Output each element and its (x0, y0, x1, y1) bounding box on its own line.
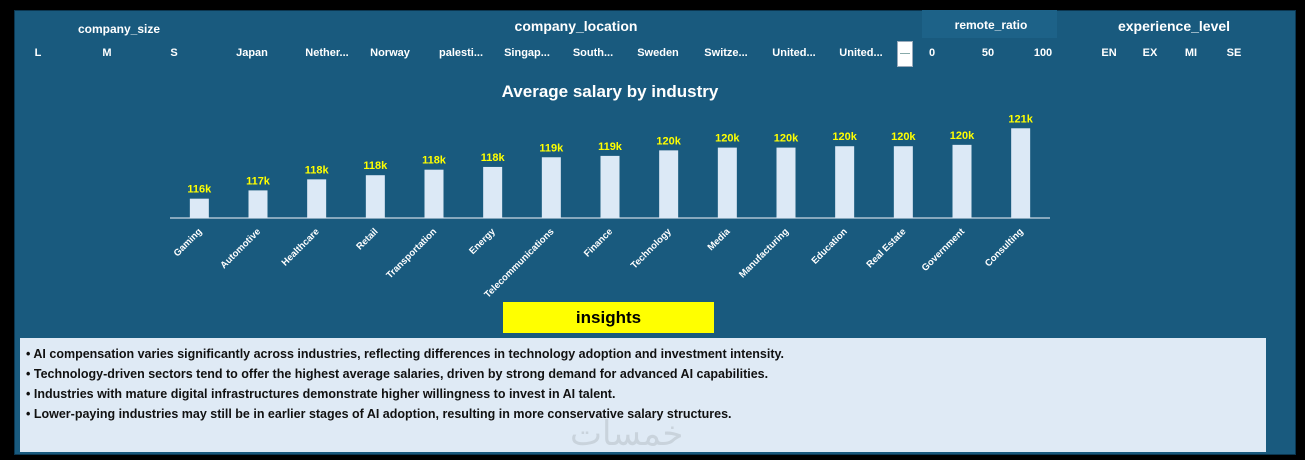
bar-transportation[interactable] (424, 169, 444, 218)
company-location-option[interactable]: United... (772, 47, 816, 59)
experience-level-option[interactable]: EN (1101, 47, 1117, 59)
data-label: 118k (363, 160, 388, 172)
data-label: 118k (481, 152, 506, 164)
x-tick-label: Gaming (172, 226, 205, 259)
bar-energy[interactable] (483, 166, 503, 218)
company-location-option[interactable]: Switze... (704, 47, 748, 59)
insight-point: Technology-driven sectors tend to offer … (26, 364, 1260, 384)
company-size-option[interactable]: S (170, 47, 178, 59)
remote-ratio-slicer-title: remote_ratio (954, 18, 1028, 32)
company-size-option[interactable]: M (102, 47, 112, 59)
watermark: خمسات (570, 414, 684, 454)
salary-bar-chart: 116k Gaming 117k Automotive 118k Healthcare 11… (170, 113, 1050, 300)
company-location-slicer-title: company_location (514, 18, 638, 34)
company-location-option[interactable]: Sweden (637, 47, 679, 59)
data-label: 120k (774, 133, 799, 145)
remote-ratio-option[interactable]: 0 (928, 47, 936, 59)
data-label: 119k (598, 141, 623, 153)
data-label: 119k (539, 142, 564, 154)
data-label: 120k (832, 131, 857, 143)
experience-level-option[interactable]: MI (1184, 47, 1198, 59)
company-location-option[interactable]: palesti... (438, 47, 484, 59)
bar-healthcare[interactable] (307, 179, 327, 218)
bar-technology[interactable] (659, 150, 679, 218)
x-tick-label: Automotive (218, 226, 263, 271)
x-tick-label: Education (810, 226, 850, 266)
data-label: 120k (715, 133, 740, 145)
data-label: 116k (187, 184, 212, 196)
experience-level-option[interactable]: SE (1226, 47, 1242, 59)
insight-point: Lower-paying industries may still be in … (26, 404, 1260, 424)
bar-real-estate[interactable] (893, 146, 913, 218)
company-location-option[interactable]: Nether... (305, 47, 349, 59)
bar-telecommunications[interactable] (541, 157, 561, 218)
remote-ratio-option[interactable]: 100 (1033, 47, 1053, 59)
bar-media[interactable] (717, 147, 737, 218)
company-location-option[interactable]: United... (839, 47, 883, 59)
x-tick-label: Consulting (983, 226, 1026, 269)
x-tick-label: Finance (582, 226, 615, 259)
insight-point: Industries with mature digital infrastru… (26, 384, 1260, 404)
x-tick-label: Real Estate (864, 226, 908, 270)
company-location-option[interactable]: Japan (236, 47, 268, 59)
remote-ratio-header (922, 10, 1057, 38)
bar-government[interactable] (952, 144, 972, 218)
x-tick-label: Retail (354, 226, 380, 252)
location-slicer-scrollbar[interactable] (897, 41, 913, 67)
data-label: 120k (656, 135, 681, 147)
x-tick-label: Media (706, 226, 733, 253)
experience-level-option[interactable]: EX (1142, 47, 1158, 59)
remote-ratio-option[interactable]: 50 (981, 47, 995, 59)
x-tick-label: Energy (467, 226, 498, 257)
bar-gaming[interactable] (189, 198, 209, 218)
insight-point: AI compensation varies significantly acr… (26, 344, 1260, 364)
bar-consulting[interactable] (1011, 128, 1031, 218)
company-location-option[interactable]: Norway (370, 47, 410, 59)
x-tick-label: Government (920, 226, 968, 274)
company-size-option[interactable]: L (34, 47, 42, 59)
x-tick-label: Healthcare (280, 226, 322, 268)
bar-education[interactable] (835, 146, 855, 218)
bar-finance[interactable] (600, 155, 620, 218)
insights-header: insights (503, 302, 714, 333)
company-location-option[interactable]: South... (572, 47, 614, 59)
x-tick-label: Technology (629, 226, 674, 271)
data-label: 121k (1008, 113, 1033, 125)
chart-title: Average salary by industry (501, 82, 719, 101)
experience-level-slicer-title: experience_level (1117, 18, 1231, 34)
x-tick-label: Manufacturing (737, 226, 791, 280)
bar-retail[interactable] (365, 175, 385, 218)
x-tick-label: Transportation (384, 226, 439, 281)
data-label: 118k (422, 155, 447, 167)
data-label: 118k (305, 164, 330, 176)
company-size-slicer-title: company_size (77, 22, 161, 36)
data-label: 120k (891, 131, 916, 143)
insights-panel: AI compensation varies significantly acr… (20, 338, 1266, 452)
bar-automotive[interactable] (248, 190, 268, 218)
data-label: 120k (950, 130, 975, 142)
bar-manufacturing[interactable] (776, 147, 796, 218)
company-location-option[interactable]: Singap... (504, 47, 550, 59)
data-label: 117k (246, 175, 271, 187)
